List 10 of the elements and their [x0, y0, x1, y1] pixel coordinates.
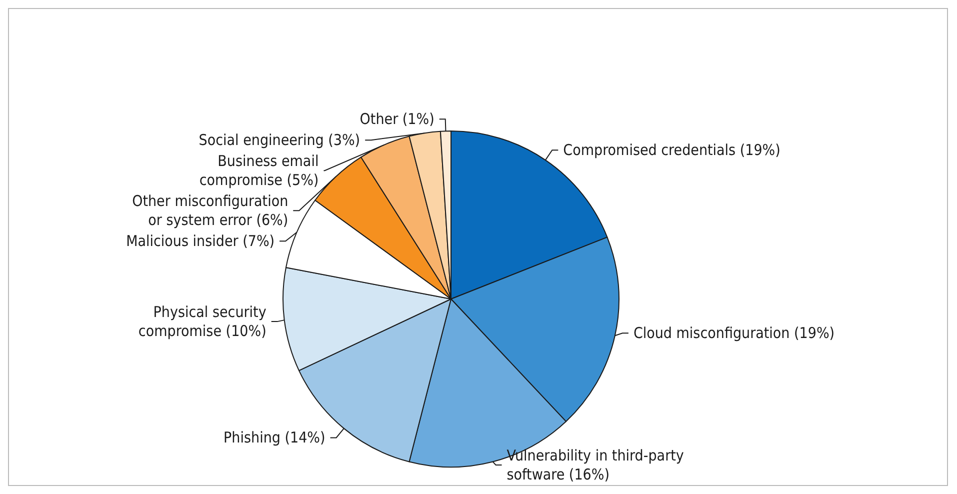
slice-label: Other misconfiguration or system error (6%)	[132, 192, 288, 230]
slice-label: Other (1%)	[360, 110, 434, 128]
slice-label: Compromised credentials (19%)	[563, 141, 780, 160]
slice-label: Business email compromise (5%)	[199, 152, 319, 190]
slice-label: Phishing (14%)	[224, 428, 326, 447]
slice-label: Vulnerability in third-party software (16%)	[506, 446, 684, 484]
slice-label: Social engineering (3%)	[198, 131, 360, 150]
slice-label: Physical security compromise (10%)	[138, 303, 266, 340]
slice-label: Cloud misconfiguration (19%)	[633, 324, 835, 342]
slice-label: Malicious insider (7%)	[126, 232, 275, 250]
